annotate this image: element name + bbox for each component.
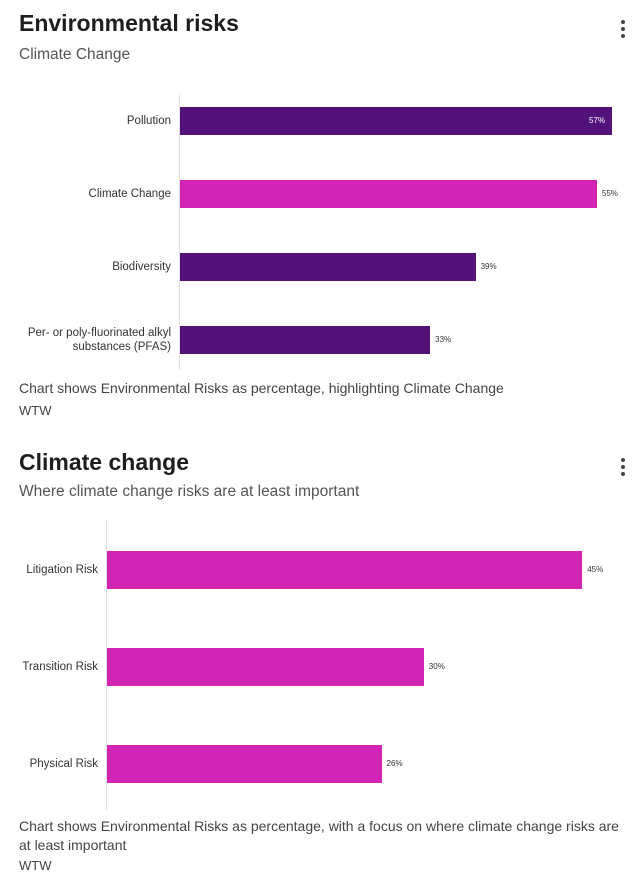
data-label: 39% [480,262,497,271]
category-label: Litigation Risk [26,564,98,576]
chart-source: WTW [19,403,52,418]
category-label: Per- or poly-fluorinated alkyl substance… [27,327,171,353]
chart-subtitle: Climate Change [19,46,131,63]
chart-source: WTW [19,858,52,873]
chart-subtitle: Where climate change risks are at least … [19,483,360,500]
more-options-icon[interactable] [620,458,626,479]
category-label: Transition Risk [22,661,98,673]
data-label: 57% [589,116,606,125]
chart-title: Climate change [19,449,189,475]
chart-caption: Chart shows Environmental Risks as perce… [19,818,619,853]
data-label: 30% [428,662,445,671]
bar[interactable] [107,745,382,783]
category-label: Pollution [126,115,171,127]
data-label: 55% [601,189,618,198]
environmental-risks-card: Environmental risks Climate Change Pollu… [0,0,640,430]
category-label: Climate Change [88,188,171,200]
bar[interactable] [107,551,583,589]
y-axis-line [179,95,180,370]
bar[interactable] [107,648,424,686]
bar[interactable] [180,180,597,208]
data-label: 26% [386,759,403,768]
chart-caption: Chart shows Environmental Risks as perce… [19,380,504,396]
data-label: 45% [587,565,604,574]
data-label: 33% [435,335,452,344]
y-axis-line [106,520,107,810]
more-options-icon[interactable] [620,20,626,41]
category-label: Biodiversity [112,261,171,273]
bar[interactable] [180,253,476,281]
chart-title: Environmental risks [19,10,239,36]
bar[interactable] [180,326,431,354]
category-label: Physical Risk [29,758,98,770]
bar[interactable] [180,107,613,135]
